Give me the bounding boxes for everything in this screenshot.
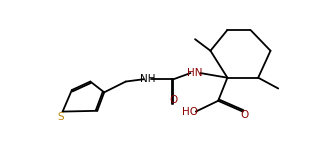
Text: S: S — [58, 112, 64, 122]
Text: O: O — [240, 110, 249, 120]
Text: HO: HO — [183, 107, 198, 117]
Text: NH: NH — [139, 74, 155, 84]
Text: HN: HN — [187, 68, 203, 78]
Text: O: O — [169, 95, 178, 105]
